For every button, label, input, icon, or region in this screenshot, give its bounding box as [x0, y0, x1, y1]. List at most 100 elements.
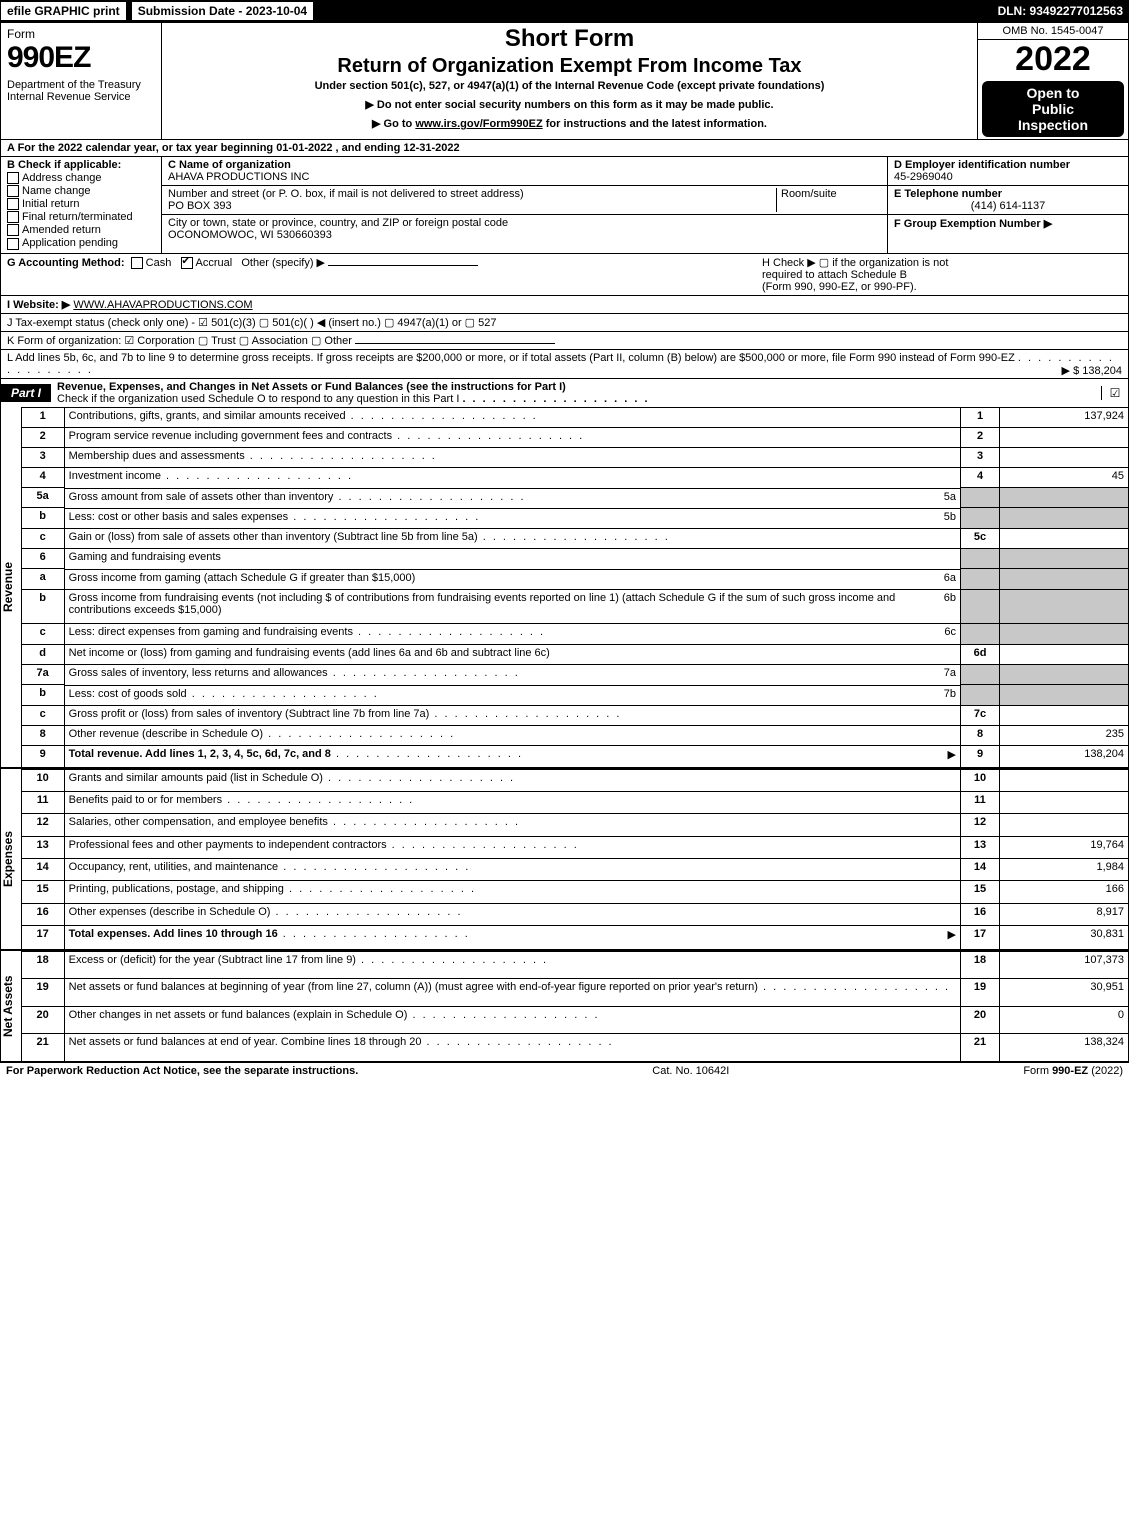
chk-name-change[interactable]: Name change [7, 185, 155, 197]
h-line-2: required to attach Schedule B [762, 269, 1122, 281]
form-outer: Form 990EZ Department of the Treasury In… [0, 22, 1129, 1062]
footer-left: For Paperwork Reduction Act Notice, see … [6, 1065, 358, 1077]
d-ein-label: D Employer identification number [894, 159, 1070, 171]
open-line-2: Public [984, 101, 1122, 117]
line-21: 21Net assets or fund balances at end of … [22, 1034, 1128, 1061]
return-title: Return of Organization Exempt From Incom… [168, 55, 971, 78]
omb-number: OMB No. 1545-0047 [978, 23, 1128, 40]
short-form-title: Short Form [168, 25, 971, 53]
chk-final-return[interactable]: Final return/terminated [7, 211, 155, 223]
section-c: C Name of organization AHAVA PRODUCTIONS… [162, 157, 887, 253]
line-14: 14Occupancy, rent, utilities, and mainte… [22, 858, 1128, 880]
chk-initial-return[interactable]: Initial return [7, 198, 155, 210]
line-1: 1Contributions, gifts, grants, and simil… [22, 407, 1128, 427]
chk-application-pending[interactable]: Application pending [7, 237, 155, 249]
section-a: A For the 2022 calendar year, or tax yea… [1, 139, 1128, 156]
efile-label: efile GRAPHIC print [0, 1, 127, 21]
irs-label: Internal Revenue Service [7, 91, 155, 103]
room-suite-label: Room/suite [781, 188, 837, 200]
line-8: 8Other revenue (describe in Schedule O)8… [22, 725, 1128, 745]
line-2: 2Program service revenue including gover… [22, 427, 1128, 447]
chk-amended-return[interactable]: Amended return [7, 224, 155, 236]
netassets-block: Net Assets 18Excess or (deficit) for the… [1, 949, 1128, 1061]
open-public-inspection: Open to Public Inspection [982, 81, 1124, 137]
expenses-table: 10Grants and similar amounts paid (list … [22, 769, 1128, 949]
header-left: Form 990EZ Department of the Treasury In… [1, 23, 162, 139]
form-number: 990EZ [7, 41, 155, 75]
g-other-input[interactable] [328, 265, 478, 266]
line-17: 17Total expenses. Add lines 10 through 1… [22, 925, 1128, 948]
line-9: 9Total revenue. Add lines 1, 2, 3, 4, 5c… [22, 746, 1128, 767]
g-cash: Cash [146, 257, 172, 269]
e-tel-label: E Telephone number [894, 188, 1002, 200]
part-i-tab: Part I [1, 384, 51, 402]
line-4: 4Investment income445 [22, 468, 1128, 488]
line-7c: cGross profit or (loss) from sales of in… [22, 705, 1128, 725]
irs-url[interactable]: www.irs.gov/Form990EZ [415, 118, 542, 130]
line-16: 16Other expenses (describe in Schedule O… [22, 903, 1128, 925]
form-word: Form [7, 27, 155, 41]
section-b: B Check if applicable: Address change Na… [1, 157, 162, 253]
line-5a: 5aGross amount from sale of assets other… [22, 488, 1128, 508]
org-address: PO BOX 393 [168, 200, 232, 212]
expenses-vlabel: Expenses [1, 769, 22, 949]
part-i-header: Part I Revenue, Expenses, and Changes in… [1, 378, 1128, 407]
h-line-1: H Check ▶ ▢ if the organization is not [762, 256, 1122, 269]
dept-treasury: Department of the Treasury [7, 79, 155, 91]
chk-address-change[interactable]: Address change [7, 172, 155, 184]
line-5b: bLess: cost or other basis and sales exp… [22, 508, 1128, 529]
expenses-block: Expenses 10Grants and similar amounts pa… [1, 767, 1128, 949]
line-6: 6Gaming and fundraising events [22, 549, 1128, 569]
line-6d: dNet income or (loss) from gaming and fu… [22, 644, 1128, 664]
subtitle: Under section 501(c), 527, or 4947(a)(1)… [168, 80, 971, 92]
k-text: K Form of organization: ☑ Corporation ▢ … [7, 335, 352, 347]
open-line-1: Open to [984, 85, 1122, 101]
g-accrual: Accrual [196, 257, 233, 269]
netassets-table: 18Excess or (deficit) for the year (Subt… [22, 951, 1128, 1061]
page-footer: For Paperwork Reduction Act Notice, see … [0, 1062, 1129, 1079]
chk-cash[interactable] [131, 257, 143, 269]
section-j: J Tax-exempt status (check only one) - ☑… [1, 313, 1128, 331]
org-city: OCONOMOWOC, WI 530660393 [168, 229, 332, 241]
ein-value: 45-2969040 [894, 171, 953, 183]
open-line-3: Inspection [984, 117, 1122, 133]
tel-value: (414) 614-1137 [894, 200, 1122, 212]
i-label: I Website: ▶ [7, 299, 70, 311]
part-i-title: Revenue, Expenses, and Changes in Net As… [51, 379, 1101, 407]
line-6a: aGross income from gaming (attach Schedu… [22, 569, 1128, 589]
footer-right: Form 990-EZ (2022) [1023, 1065, 1123, 1077]
line-3: 3Membership dues and assessments3 [22, 447, 1128, 467]
line-7b: bLess: cost of goods sold7b [22, 685, 1128, 706]
section-g: G Accounting Method: Cash Accrual Other … [7, 256, 478, 293]
form-header: Form 990EZ Department of the Treasury In… [1, 23, 1128, 139]
line-7a: 7aGross sales of inventory, less returns… [22, 664, 1128, 684]
c-name-label: C Name of organization [168, 159, 291, 171]
line-11: 11Benefits paid to or for members11 [22, 791, 1128, 813]
k-other-input[interactable] [355, 343, 555, 344]
b-title: B Check if applicable: [7, 159, 121, 171]
website-value[interactable]: WWW.AHAVAPRODUCTIONS.COM [73, 299, 252, 311]
section-k: K Form of organization: ☑ Corporation ▢ … [1, 331, 1128, 349]
header-right: OMB No. 1545-0047 2022 Open to Public In… [977, 23, 1128, 139]
l-amount: ▶ $ 138,204 [1062, 364, 1122, 377]
line-6b: bGross income from fundraising events (n… [22, 589, 1128, 623]
g-label: G Accounting Method: [7, 257, 125, 269]
g-other: Other (specify) ▶ [241, 257, 325, 269]
line-15: 15Printing, publications, postage, and s… [22, 881, 1128, 903]
line-20: 20Other changes in net assets or fund ba… [22, 1006, 1128, 1034]
section-gh: G Accounting Method: Cash Accrual Other … [1, 253, 1128, 295]
section-h: H Check ▶ ▢ if the organization is not r… [762, 256, 1122, 293]
submission-date: Submission Date - 2023-10-04 [131, 1, 314, 21]
chk-accrual[interactable] [181, 257, 193, 269]
revenue-vlabel: Revenue [1, 407, 22, 767]
goto-link[interactable]: ▶ Go to www.irs.gov/Form990EZ for instru… [168, 117, 971, 130]
section-i: I Website: ▶ WWW.AHAVAPRODUCTIONS.COM [1, 295, 1128, 313]
revenue-table: 1Contributions, gifts, grants, and simil… [22, 407, 1128, 767]
line-10: 10Grants and similar amounts paid (list … [22, 769, 1128, 791]
ssn-warning: ▶ Do not enter social security numbers o… [168, 98, 971, 111]
part-i-checkbox[interactable]: ☑ [1101, 386, 1128, 400]
line-18: 18Excess or (deficit) for the year (Subt… [22, 951, 1128, 979]
section-def: D Employer identification number 45-2969… [887, 157, 1128, 253]
f-group-label: F Group Exemption Number ▶ [894, 218, 1052, 230]
line-19: 19Net assets or fund balances at beginni… [22, 979, 1128, 1007]
